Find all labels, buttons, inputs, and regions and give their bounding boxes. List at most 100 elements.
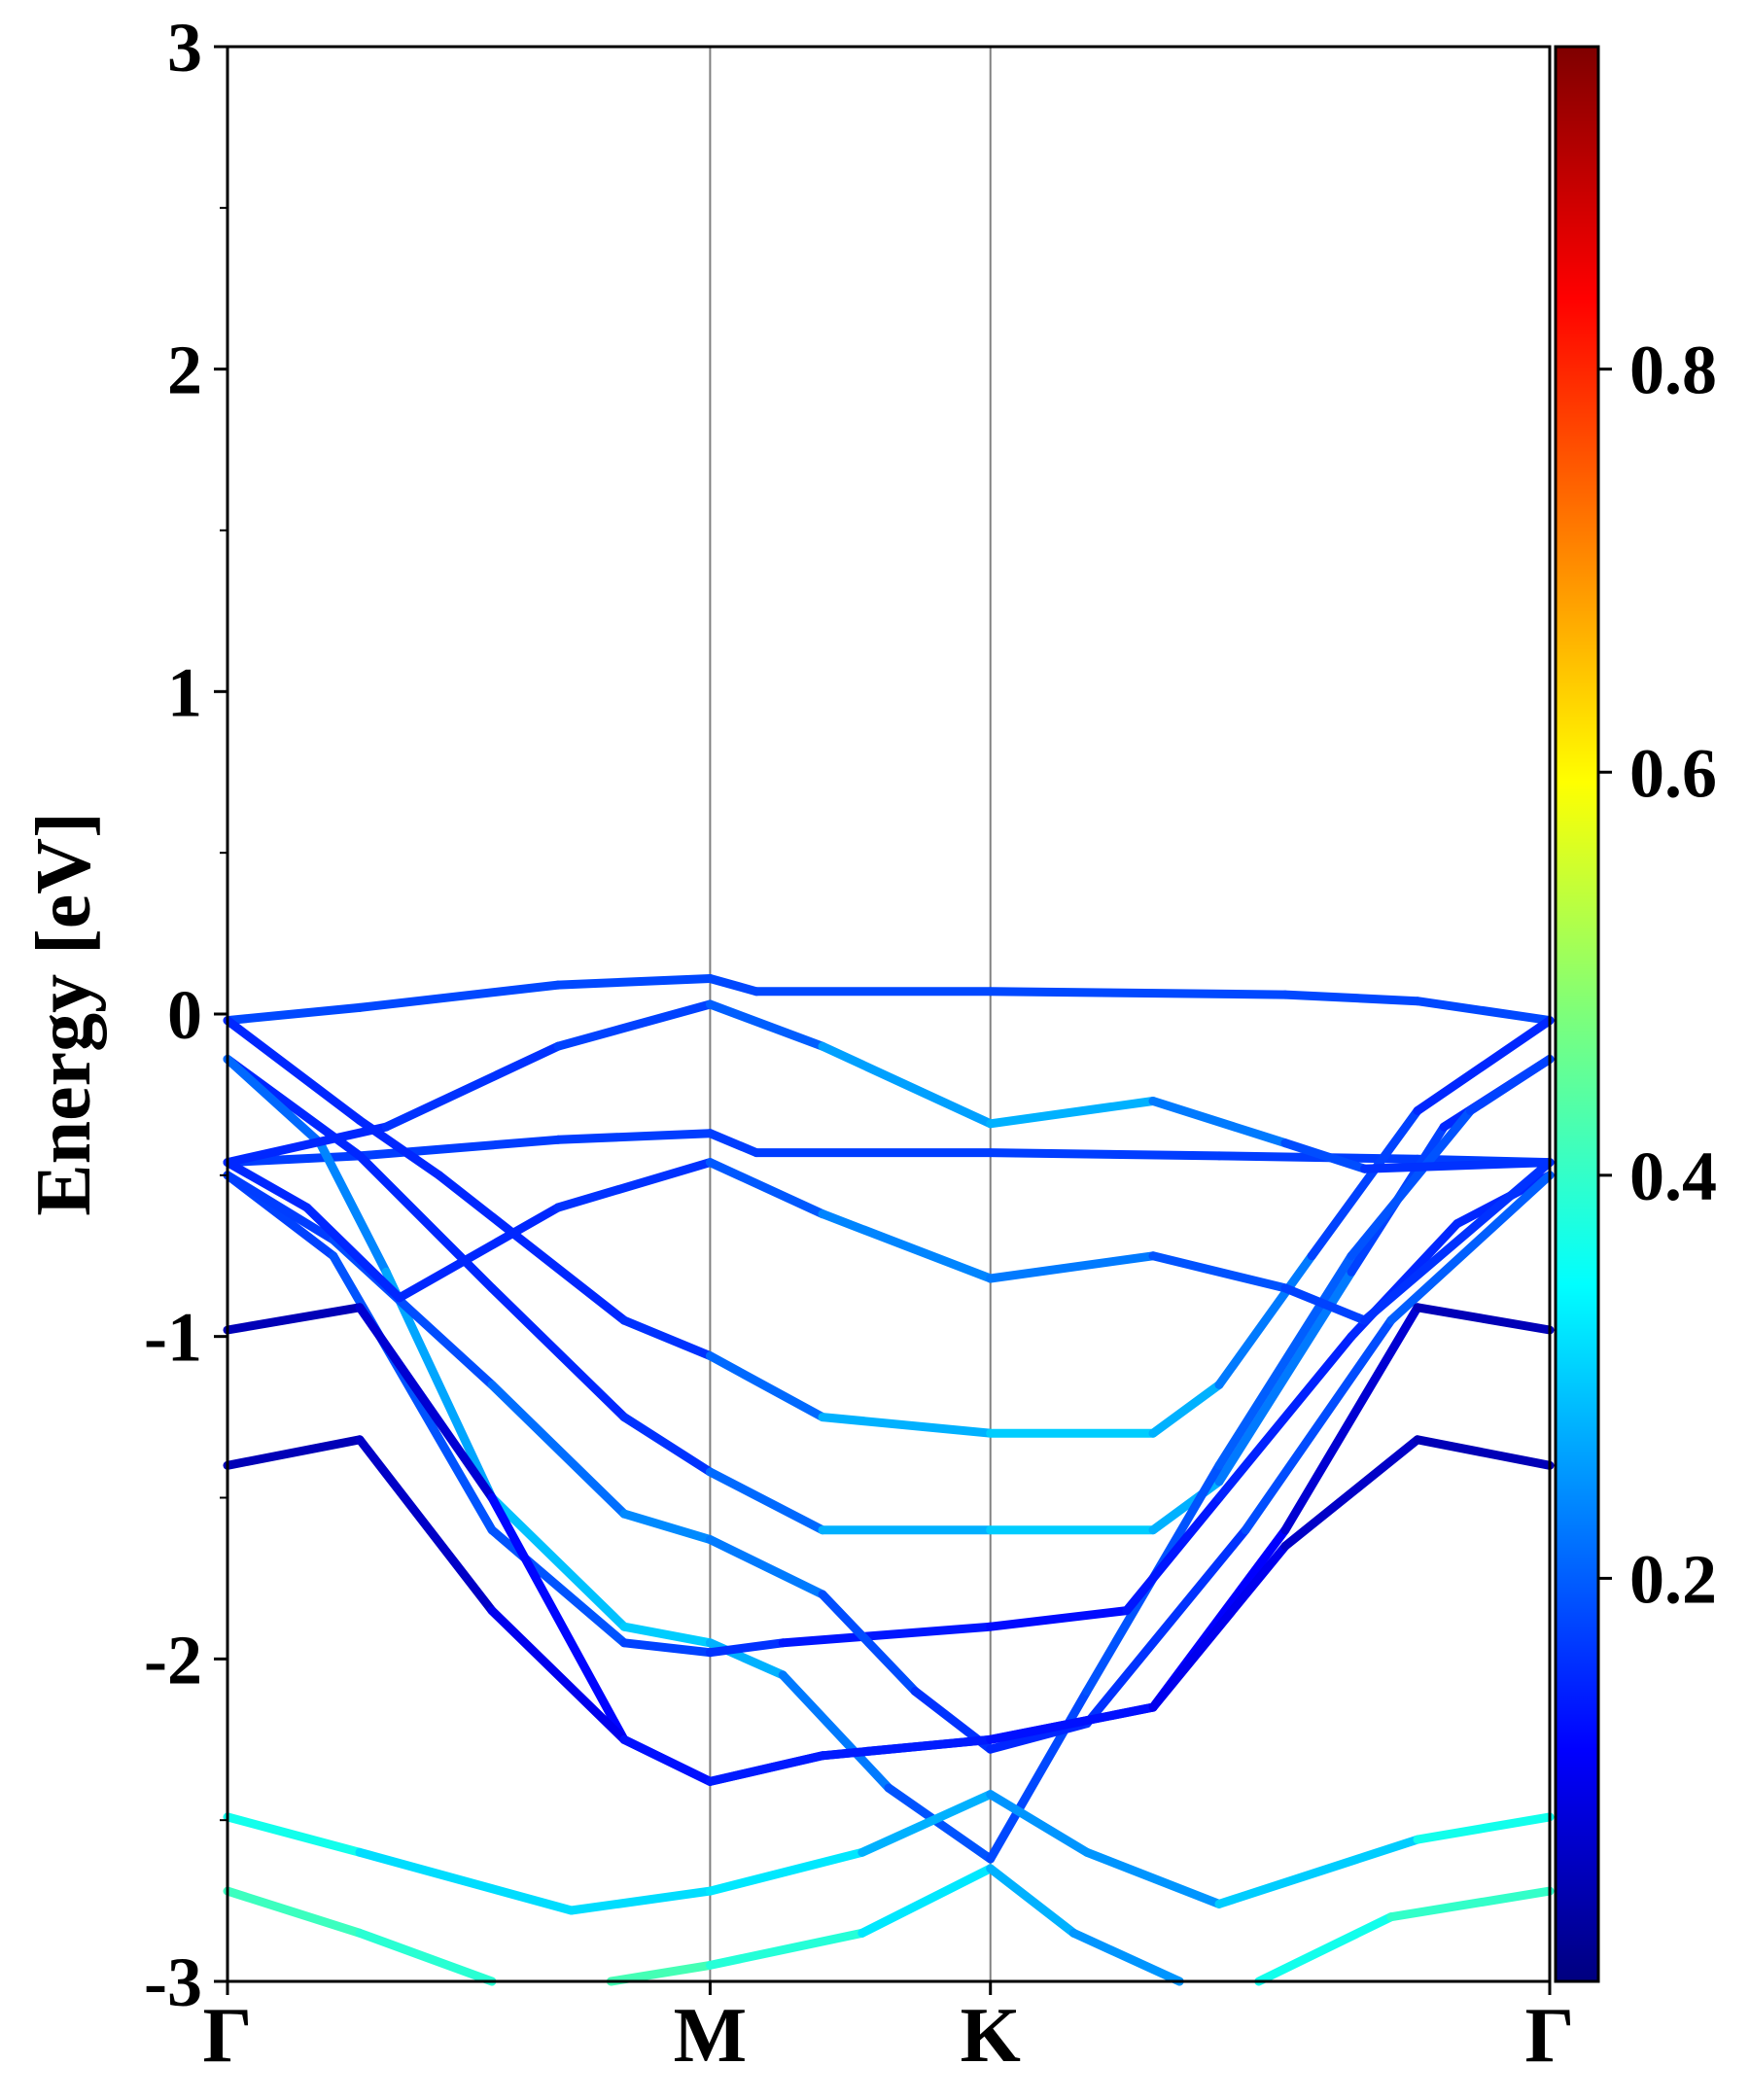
band-segment (1214, 1251, 1356, 1470)
band-segment (1280, 1283, 1370, 1325)
band-segment (858, 1790, 996, 1857)
band-segment (705, 999, 827, 1051)
band-segment (487, 1525, 629, 1648)
band-segment (986, 1687, 1092, 1864)
band-segment (553, 1158, 715, 1212)
band-7 (223, 1171, 1555, 1754)
band-segment (223, 1122, 391, 1168)
band-segment (223, 1435, 365, 1470)
band-segment (553, 974, 715, 990)
band-segment (1148, 1541, 1290, 1712)
band-segment (223, 1016, 365, 1125)
band-5 (223, 1054, 1555, 1864)
band-segment (223, 1158, 312, 1212)
band-segment (986, 1251, 1158, 1283)
band-13 (223, 1886, 497, 1986)
band-segment (986, 987, 1290, 999)
y-tick-label: 0 (167, 976, 202, 1054)
band-segment (223, 1886, 365, 1938)
band-segment (223, 1054, 325, 1148)
band-segment (223, 1002, 365, 1026)
band-segment (355, 980, 563, 1012)
band-segment (487, 1283, 629, 1422)
band-segment (1413, 997, 1555, 1026)
band-segment (705, 1467, 827, 1535)
band-3 (223, 1016, 1555, 1438)
band-segment (1214, 1332, 1356, 1502)
band-segment (986, 1864, 1078, 1938)
band-segment (1413, 1016, 1555, 1115)
band-segment (1347, 1106, 1475, 1261)
band-segment (1360, 1158, 1555, 1173)
band-segment (487, 1380, 629, 1519)
band-segment (858, 1864, 996, 1938)
band-segment (487, 1493, 629, 1631)
band-segment (1280, 990, 1422, 1006)
band-segment (705, 1351, 827, 1422)
band-segment (818, 1590, 920, 1696)
band-segment (1241, 1315, 1396, 1535)
band-segment (1307, 1106, 1422, 1261)
plot-frame (226, 45, 1552, 1983)
band-segment (606, 1960, 715, 1986)
band-segment (705, 1928, 867, 1970)
band-8 (223, 1158, 1555, 1325)
band-segment (1413, 1303, 1555, 1335)
band-segment (818, 1413, 996, 1438)
band-segment (395, 1203, 563, 1303)
band-segment (884, 1783, 996, 1864)
band-segment (986, 1702, 1158, 1744)
y-tick-label: -1 (144, 1299, 202, 1377)
band-segment (487, 1606, 629, 1744)
band-segment (1148, 1251, 1290, 1293)
band-segment (705, 1158, 827, 1219)
y-tick-label: -2 (144, 1621, 202, 1698)
y-axis-ticks: -3 -2 -1 0 1 2 3 (144, 9, 228, 2021)
band-segment (705, 1129, 761, 1158)
band-segment (223, 1171, 338, 1244)
band-lines (223, 974, 1555, 1986)
band-segment (315, 1138, 391, 1277)
colorbar-tick-label: 0.2 (1629, 1540, 1717, 1618)
band-segment (355, 1151, 497, 1293)
band-segment (1386, 1171, 1555, 1325)
band-segment (567, 1886, 715, 1915)
band-segment (778, 1670, 893, 1793)
y-tick-label: 1 (167, 653, 202, 731)
band-segment (705, 1751, 827, 1786)
y-tick-label: 2 (167, 332, 202, 409)
band-segment (1280, 1138, 1370, 1173)
band-segment (619, 1622, 715, 1648)
band-segment (619, 1509, 715, 1545)
band-segment (986, 1148, 1224, 1161)
band-segment (1413, 1435, 1555, 1470)
band-segment (1148, 1380, 1224, 1438)
band-segment (619, 1413, 715, 1477)
y-axis-label: Energy [eV] (21, 812, 107, 1215)
band-segment (355, 1135, 563, 1161)
band-segment (487, 1493, 629, 1744)
band-segment (986, 1097, 1158, 1129)
band-segment (818, 1209, 996, 1283)
band-11 (223, 1435, 1555, 1786)
kpoint-label: K (961, 1993, 1021, 2079)
band-segment (223, 1812, 365, 1857)
band-4 (223, 1054, 1555, 1535)
kpoint-label: Γ (203, 1993, 253, 2079)
band-12 (223, 1790, 1555, 1915)
band-2 (223, 1129, 1555, 1168)
band-segment (1214, 1835, 1422, 1908)
colorbar-ticks: 0.2 0.4 0.6 0.8 (1598, 332, 1717, 1618)
band-segment (1413, 1812, 1555, 1844)
band-segment (1280, 1303, 1422, 1535)
y-tick-label: -3 (144, 1943, 202, 2021)
colorbar (1554, 45, 1600, 1983)
band-segment (553, 1129, 715, 1144)
band-segment (355, 1928, 497, 1986)
high-symmetry-lines (709, 47, 992, 1981)
band-segment (619, 1315, 715, 1361)
band-segment (381, 1041, 563, 1132)
band-segment (1082, 1847, 1224, 1908)
